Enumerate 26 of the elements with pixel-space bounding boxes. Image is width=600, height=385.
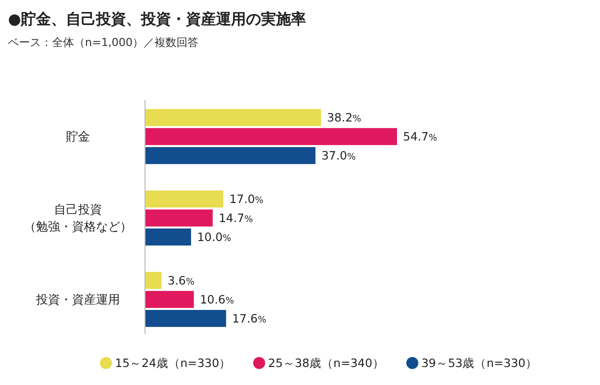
bar bbox=[145, 290, 194, 308]
bar bbox=[145, 147, 316, 164]
chart-title: ●貯金、自己投資、投資・資産運用の実施率 bbox=[8, 10, 306, 28]
bar bbox=[145, 310, 226, 327]
data-label: 3.6% bbox=[168, 273, 195, 288]
legend-label: 25～38歳（n=340） bbox=[268, 356, 384, 370]
bar bbox=[145, 128, 397, 146]
data-label: 10.0% bbox=[197, 230, 232, 244]
bar bbox=[145, 272, 162, 289]
chart-subtitle: ベース：全体（n=1,000）／複数回答 bbox=[8, 36, 199, 49]
y-tick-label: 貯金 bbox=[66, 130, 90, 144]
data-label: 17.6% bbox=[232, 311, 267, 326]
bar bbox=[145, 210, 213, 226]
bar bbox=[145, 190, 224, 208]
data-label: 10.6% bbox=[200, 292, 234, 306]
data-label: 54.7% bbox=[403, 130, 438, 144]
bar bbox=[145, 228, 192, 246]
data-label: 14.7% bbox=[218, 211, 254, 225]
bar bbox=[145, 109, 321, 126]
legend-label: 39～53歳（n=330） bbox=[421, 356, 538, 370]
y-tick-label: 投資・資産運用 bbox=[35, 292, 120, 306]
y-tick-label: 自己投資（勉強・資格など） bbox=[24, 202, 132, 234]
legend-label: 15～24歳（n=330） bbox=[115, 356, 232, 370]
data-label: 38.2% bbox=[326, 110, 362, 125]
data-label: 17.0% bbox=[229, 192, 264, 206]
data-label: 37.0% bbox=[321, 148, 356, 163]
